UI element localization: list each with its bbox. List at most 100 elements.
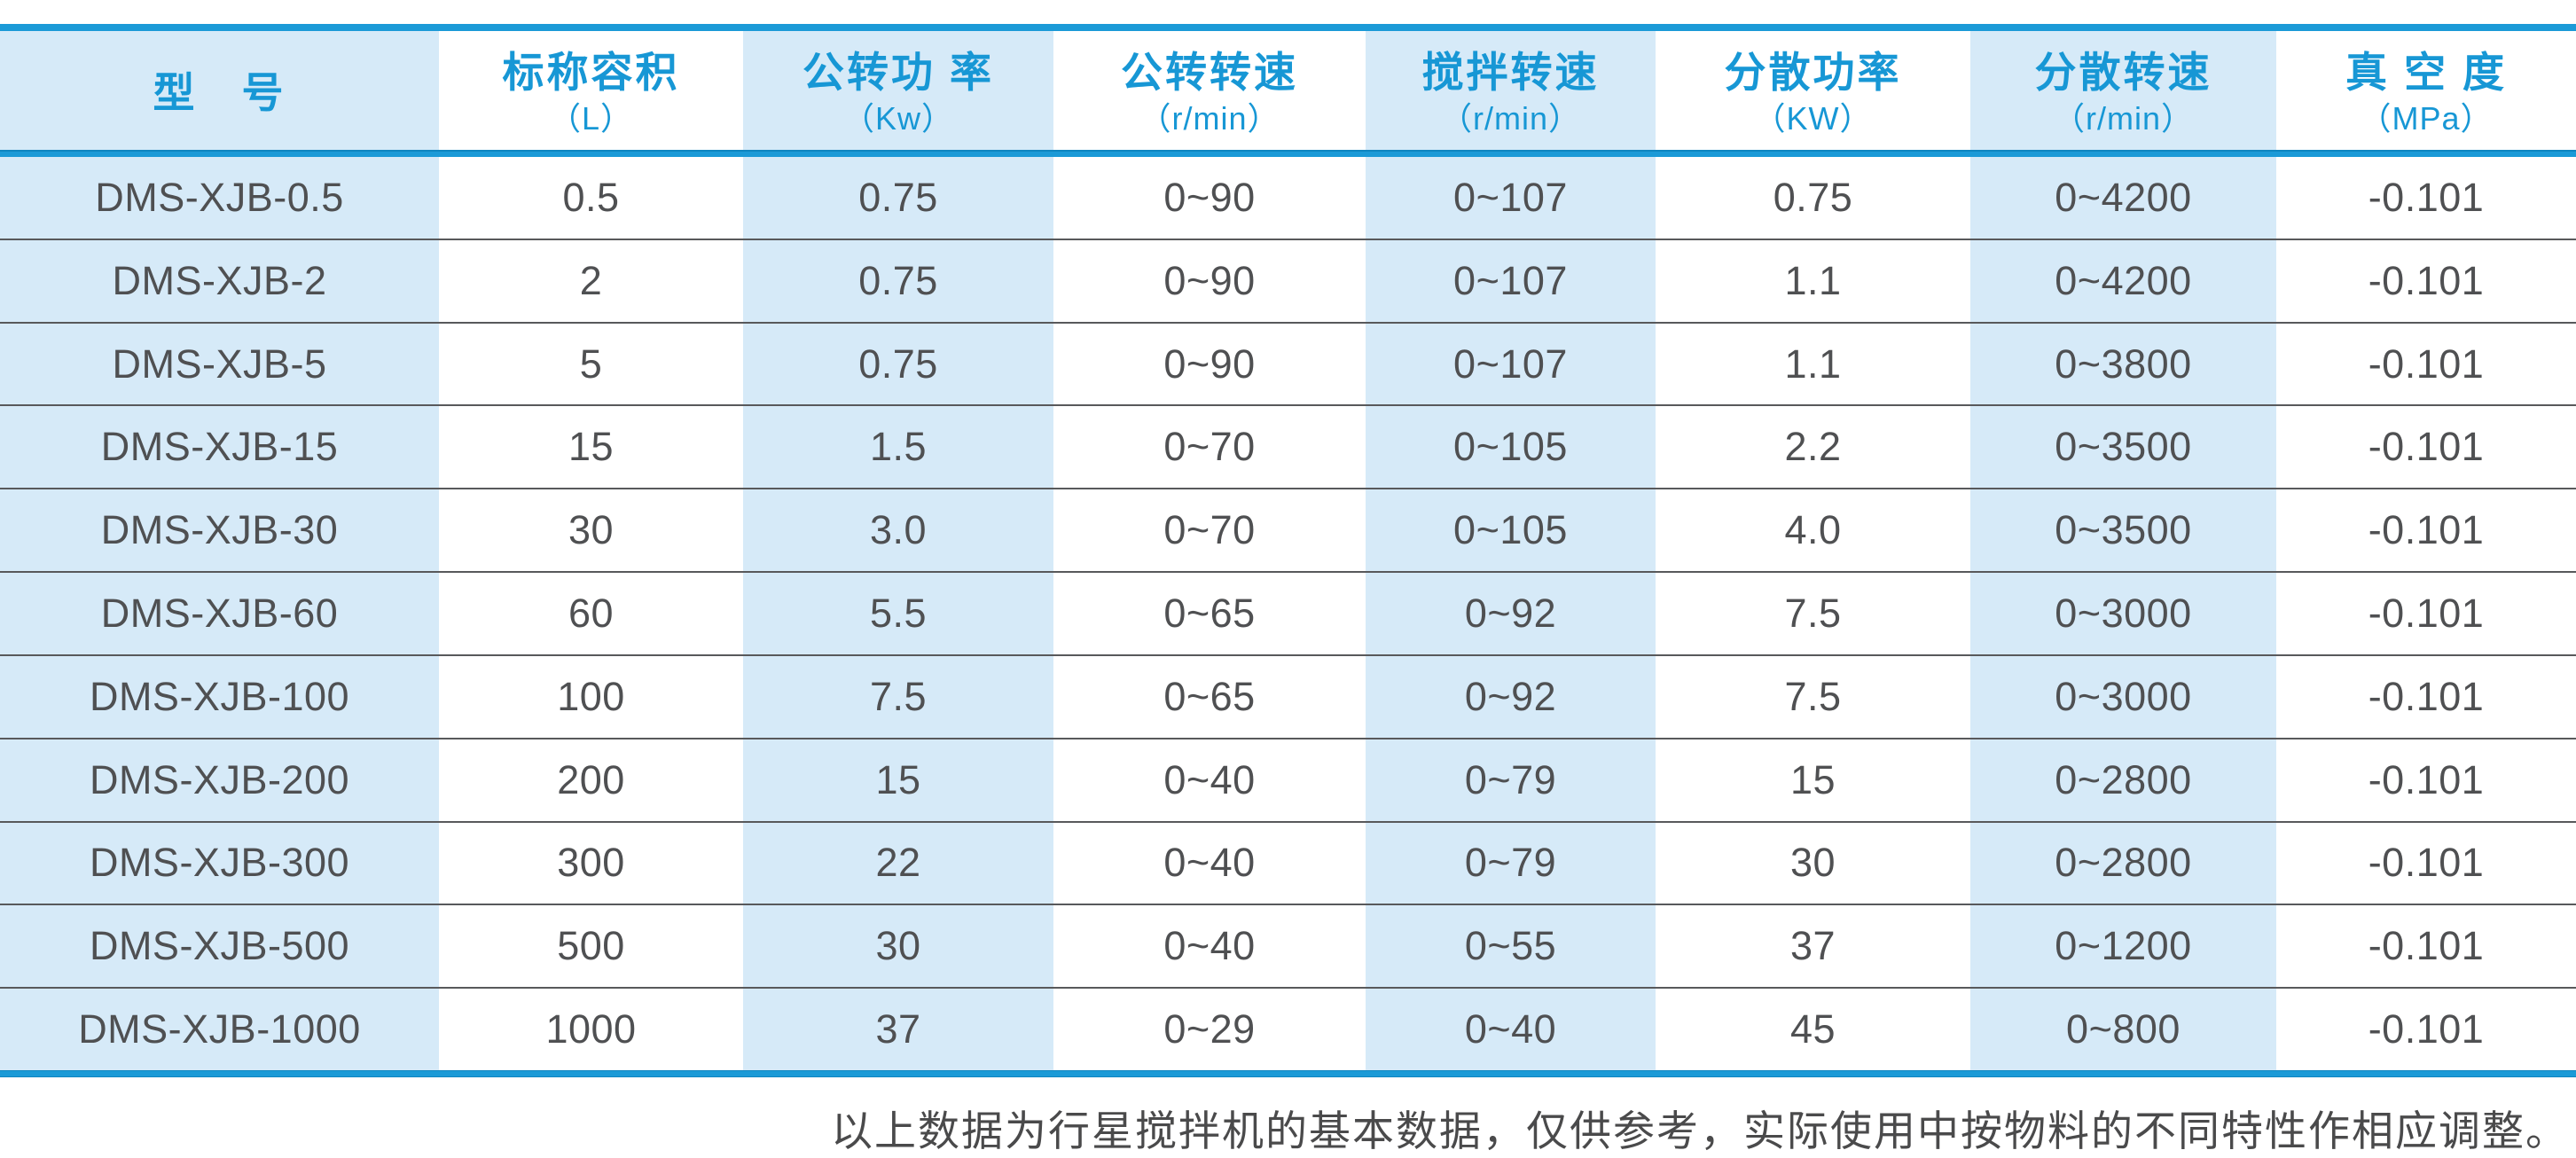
cell-model: DMS-XJB-15 <box>0 406 439 489</box>
header-unit: （r/min） <box>1440 99 1581 137</box>
cell-value: 0~90 <box>1053 157 1366 239</box>
table-row: DMS-XJB-5 5 0.75 0~90 0~107 1.1 0~3800 -0.101 <box>0 321 2576 405</box>
cell-value: 30 <box>1656 822 1970 904</box>
cell-value: 0~2800 <box>1970 739 2276 821</box>
cell-value: 4.0 <box>1656 489 1970 572</box>
table-row: DMS-XJB-60 60 5.5 0~65 0~92 7.5 0~3000 -0.101 <box>0 571 2576 654</box>
cell-value: 0~92 <box>1366 573 1656 654</box>
header-title: 公转功 率 <box>802 49 995 97</box>
header-unit: （Kw） <box>842 99 954 137</box>
cell-value: 0~40 <box>1053 739 1366 821</box>
header-separator <box>0 150 2576 157</box>
cell-value: 1000 <box>439 989 743 1070</box>
cell-value: 0~29 <box>1053 989 1366 1070</box>
cell-model: DMS-XJB-2 <box>0 239 439 322</box>
header-title: 分散功率 <box>1724 49 1902 97</box>
cell-model: DMS-XJB-30 <box>0 489 439 572</box>
cell-value: 2 <box>439 239 743 322</box>
cell-value: 0~70 <box>1053 406 1366 489</box>
cell-model: DMS-XJB-100 <box>0 655 439 738</box>
cell-value: 3.0 <box>743 489 1053 572</box>
header-unit: （MPa） <box>2359 99 2494 137</box>
cell-value: 0~107 <box>1366 157 1656 239</box>
cell-value: 0~92 <box>1366 655 1656 738</box>
cell-value: 0.75 <box>743 239 1053 322</box>
table-row: DMS-XJB-200 200 15 0~40 0~79 15 0~2800 -0.101 <box>0 737 2576 821</box>
cell-model: DMS-XJB-0.5 <box>0 157 439 239</box>
cell-value: 0.75 <box>743 157 1053 239</box>
cell-value: 0~105 <box>1366 406 1656 489</box>
cell-model: DMS-XJB-1000 <box>0 989 439 1070</box>
cell-value: 37 <box>743 989 1053 1070</box>
table-row: DMS-XJB-300 300 22 0~40 0~79 30 0~2800 -0.101 <box>0 820 2576 904</box>
header-cell: 型 号 <box>0 31 439 150</box>
cell-value: 0~800 <box>1970 989 2276 1070</box>
cell-value: 5 <box>439 323 743 405</box>
cell-value: -0.101 <box>2276 489 2576 572</box>
table-row: DMS-XJB-1000 1000 37 0~29 0~40 45 0~800 -0.101 <box>0 987 2576 1070</box>
header-unit: （r/min） <box>2053 99 2194 137</box>
cell-value: -0.101 <box>2276 739 2576 821</box>
cell-value: 30 <box>439 489 743 572</box>
cell-value: 7.5 <box>1656 655 1970 738</box>
table-bottom-border <box>0 1070 2576 1077</box>
cell-value: 0~4200 <box>1970 239 2276 322</box>
cell-value: 5.5 <box>743 573 1053 654</box>
cell-value: 45 <box>1656 989 1970 1070</box>
cell-value: -0.101 <box>2276 239 2576 322</box>
cell-value: 100 <box>439 655 743 738</box>
header-title: 型 号 <box>153 69 286 117</box>
table-top-border <box>0 24 2576 31</box>
table-row: DMS-XJB-100 100 7.5 0~65 0~92 7.5 0~3000 -0.101 <box>0 653 2576 738</box>
cell-value: 15 <box>743 739 1053 821</box>
cell-value: 0~65 <box>1053 655 1366 738</box>
cell-value: 15 <box>1656 739 1970 821</box>
table-row: DMS-XJB-2 2 0.75 0~90 0~107 1.1 0~4200 -0.101 <box>0 238 2576 322</box>
cell-value: 0~40 <box>1053 905 1366 988</box>
cell-value: 0~90 <box>1053 323 1366 405</box>
cell-value: 60 <box>439 573 743 654</box>
cell-value: 2.2 <box>1656 406 1970 489</box>
cell-value: 0~107 <box>1366 239 1656 322</box>
table-row: DMS-XJB-30 30 3.0 0~70 0~105 4.0 0~3500 -0.101 <box>0 488 2576 572</box>
cell-value: 300 <box>439 822 743 904</box>
cell-value: -0.101 <box>2276 573 2576 654</box>
footnote-text: 以上数据为行星搅拌机的基本数据，仅供参考，实际使用中按物料的不同特性作相应调整。 <box>831 1107 2569 1156</box>
cell-value: 37 <box>1656 905 1970 988</box>
cell-value: 200 <box>439 739 743 821</box>
header-cell: 标称容积 （L） <box>439 31 743 150</box>
cell-value: 1.1 <box>1656 323 1970 405</box>
cell-value: 22 <box>743 822 1053 904</box>
cell-value: -0.101 <box>2276 822 2576 904</box>
cell-value: -0.101 <box>2276 323 2576 405</box>
header-cell: 分散功率 （KW） <box>1656 31 1970 150</box>
header-unit: （r/min） <box>1139 99 1280 137</box>
cell-value: 0~40 <box>1053 822 1366 904</box>
cell-model: DMS-XJB-200 <box>0 739 439 821</box>
cell-model: DMS-XJB-500 <box>0 905 439 988</box>
header-title: 标称容积 <box>502 49 680 97</box>
header-unit: （KW） <box>1753 99 1873 137</box>
cell-value: 0.75 <box>743 323 1053 405</box>
cell-value: 7.5 <box>743 655 1053 738</box>
cell-value: 0~3000 <box>1970 655 2276 738</box>
cell-value: 0~3500 <box>1970 489 2276 572</box>
cell-model: DMS-XJB-5 <box>0 323 439 405</box>
cell-value: 0.75 <box>1656 157 1970 239</box>
cell-model: DMS-XJB-60 <box>0 573 439 654</box>
cell-value: -0.101 <box>2276 157 2576 239</box>
table-header-row: 型 号标称容积 （L） 公转功 率（Kw） 公转转速 （r/min） 搅拌转速 （r/min… <box>0 31 2576 150</box>
cell-value: 0~3500 <box>1970 406 2276 489</box>
cell-value: 0~79 <box>1366 822 1656 904</box>
table-row: DMS-XJB-500 500 30 0~40 0~55 37 0~1200 -0.101 <box>0 904 2576 988</box>
cell-value: 1.5 <box>743 406 1053 489</box>
cell-value: -0.101 <box>2276 406 2576 489</box>
cell-value: 0~79 <box>1366 739 1656 821</box>
header-cell: 搅拌转速 （r/min） <box>1366 31 1656 150</box>
cell-value: 0~3000 <box>1970 573 2276 654</box>
header-title: 公转转速 <box>1121 49 1298 97</box>
cell-value: 0~40 <box>1366 989 1656 1070</box>
table-body: DMS-XJB-0.5 0.5 0.75 0~90 0~107 0.75 0~4200 -0.… <box>0 157 2576 1070</box>
cell-model: DMS-XJB-300 <box>0 822 439 904</box>
